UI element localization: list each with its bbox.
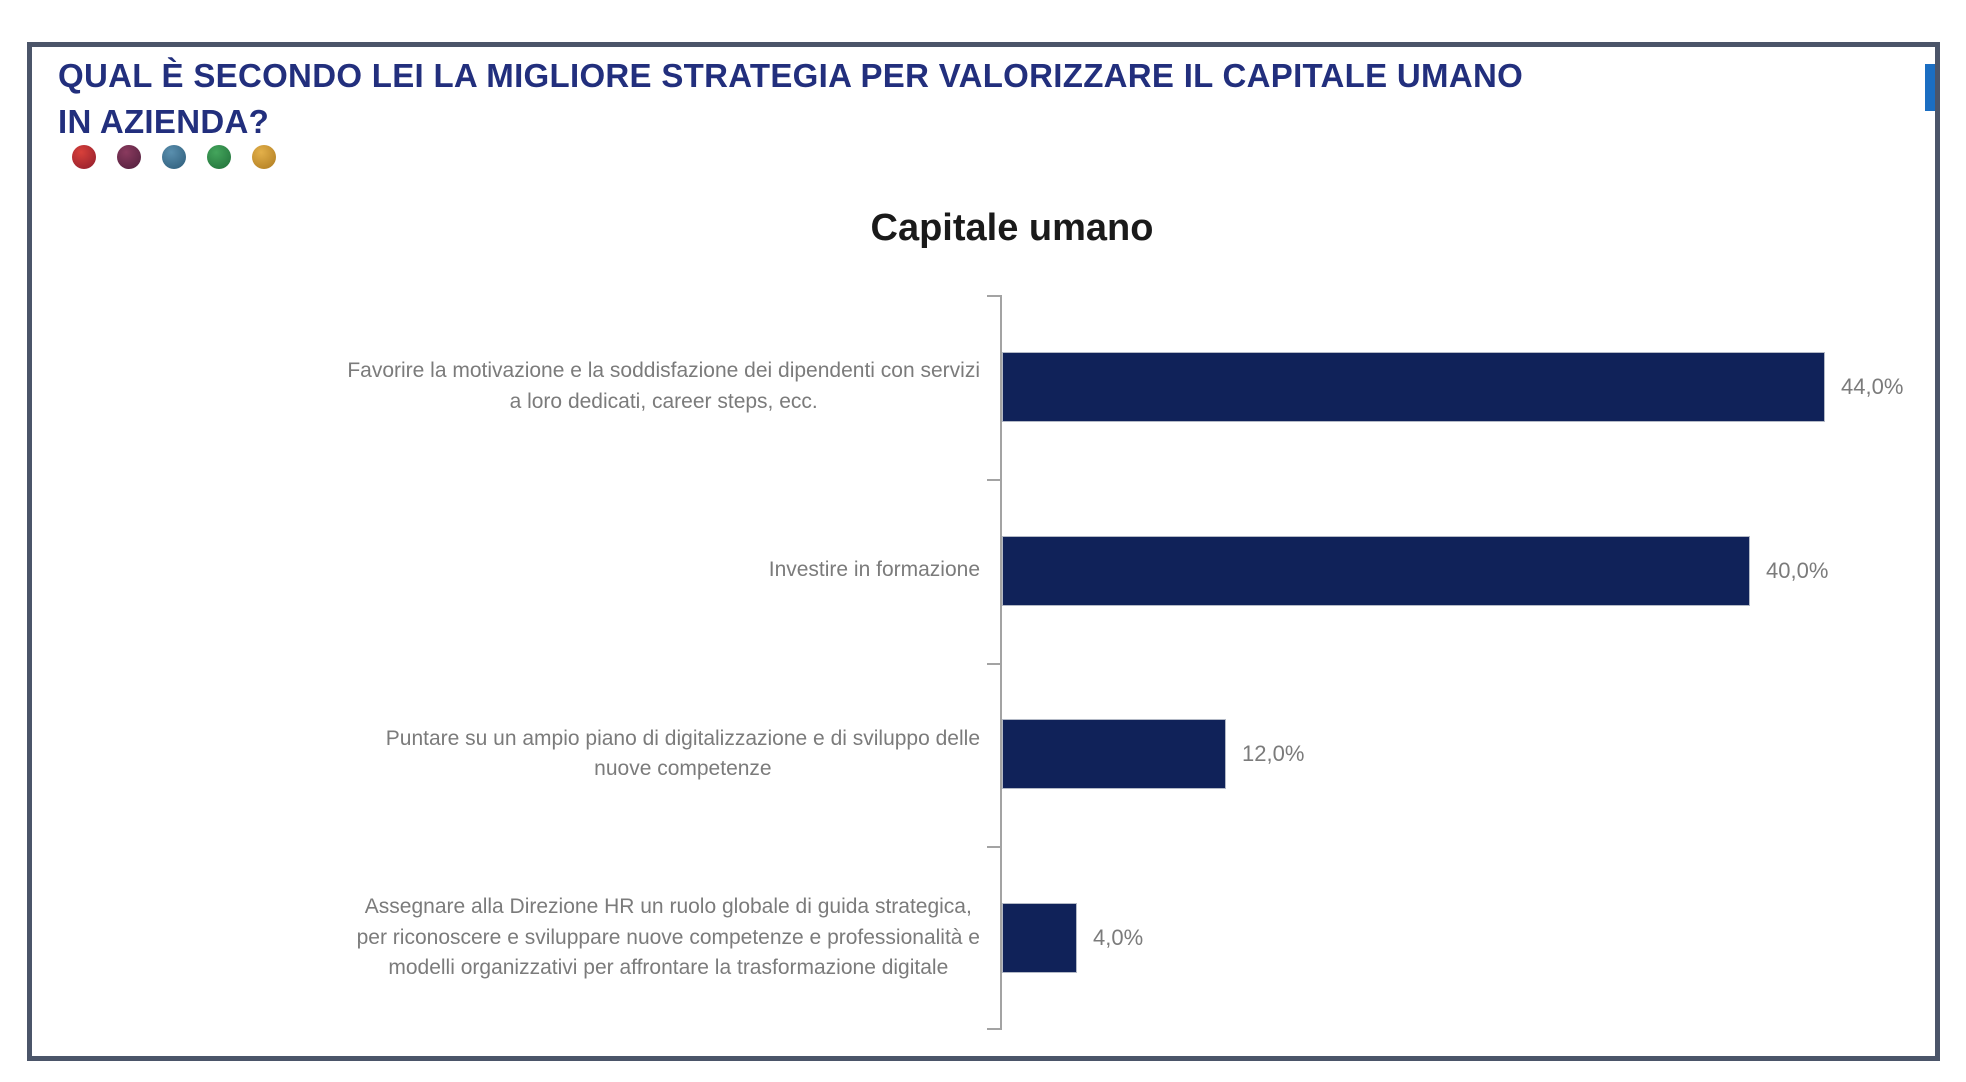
scroll-marker — [1925, 64, 1935, 111]
axis-tick — [987, 846, 1000, 848]
chart-row: Assegnare alla Direzione HR un ruolo glo… — [32, 846, 1935, 1030]
value-label: 12,0% — [1242, 741, 1305, 767]
category-label: Puntare su un ampio piano di digitalizza… — [385, 726, 980, 781]
category-label: Favorire la motivazione e la soddisfazio… — [347, 359, 980, 413]
red-dot — [72, 145, 96, 169]
bar — [1002, 535, 1750, 606]
value-label: 44,0% — [1841, 373, 1904, 399]
axis-tick — [987, 1028, 1000, 1030]
question-title: QUAL È SECONDO LEI LA MIGLIORE STRATEGIA… — [58, 57, 1524, 141]
chart-row: Puntare su un ampio piano di digitalizza… — [32, 663, 1935, 847]
value-label: 4,0% — [1093, 925, 1144, 951]
category-label: Assegnare alla Direzione HR un ruolo glo… — [356, 895, 980, 980]
bar — [1002, 903, 1077, 974]
maroon-dot — [117, 145, 141, 169]
decoration-dots — [72, 145, 276, 169]
bar-chart: Favorire la motivazione e la soddisfazio… — [32, 295, 1935, 1030]
chart-title: Capitale umano — [870, 207, 1154, 249]
bar — [1002, 719, 1226, 790]
slide-frame: QUAL È SECONDO LEI LA MIGLIORE STRATEGIA… — [27, 42, 1940, 1061]
blue-dot — [162, 145, 186, 169]
gold-dot — [252, 145, 276, 169]
green-dot — [207, 145, 231, 169]
bar — [1002, 351, 1825, 422]
axis-tick — [987, 479, 1000, 481]
chart-row: Favorire la motivazione e la soddisfazio… — [32, 295, 1935, 479]
chart-row: Investire in formazione 40,0% — [32, 479, 1935, 663]
axis-tick — [987, 663, 1000, 665]
axis-tick — [987, 295, 1000, 297]
category-axis-line — [1000, 295, 1002, 1030]
value-label: 40,0% — [1766, 557, 1829, 583]
category-label: Investire in formazione — [768, 558, 980, 582]
